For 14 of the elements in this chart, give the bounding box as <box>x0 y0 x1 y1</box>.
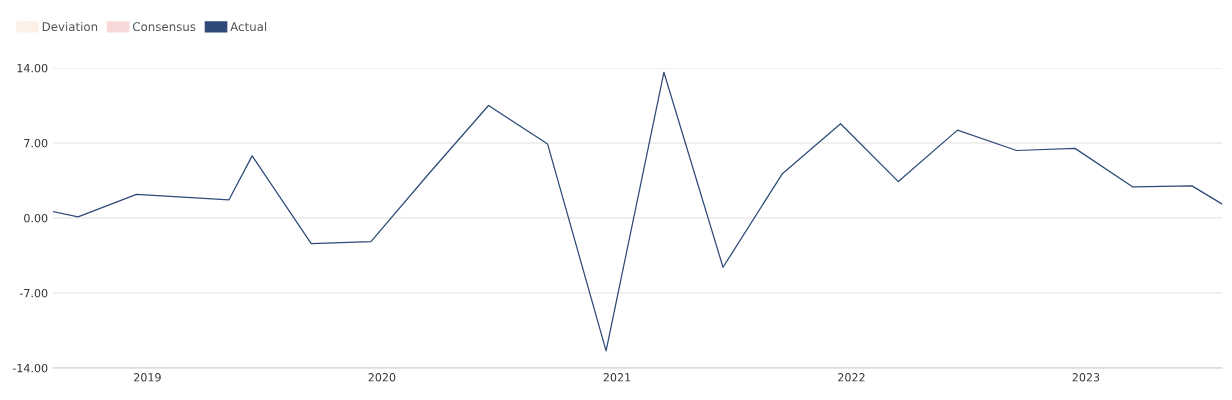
legend-label: Actual <box>230 21 267 32</box>
line-series <box>52 71 1223 352</box>
legend-label: Consensus <box>132 22 196 32</box>
x-tick-label: 2023 <box>1072 373 1100 382</box>
x-tick-label: 2019 <box>134 373 161 382</box>
y-tick-label: -7.00 <box>19 288 48 298</box>
y-tick-label: 0.00 <box>24 213 48 223</box>
legend-label: Deviation <box>42 21 98 32</box>
x-tick-label: 2021 <box>603 373 631 382</box>
y-tick-label: -14.00 <box>12 363 48 373</box>
y-tick-label: 14.00 <box>17 63 48 73</box>
x-tick-label: 2020 <box>368 373 396 382</box>
y-tick-label: 7.00 <box>24 138 48 148</box>
x-tick-label: 2022 <box>838 373 865 382</box>
